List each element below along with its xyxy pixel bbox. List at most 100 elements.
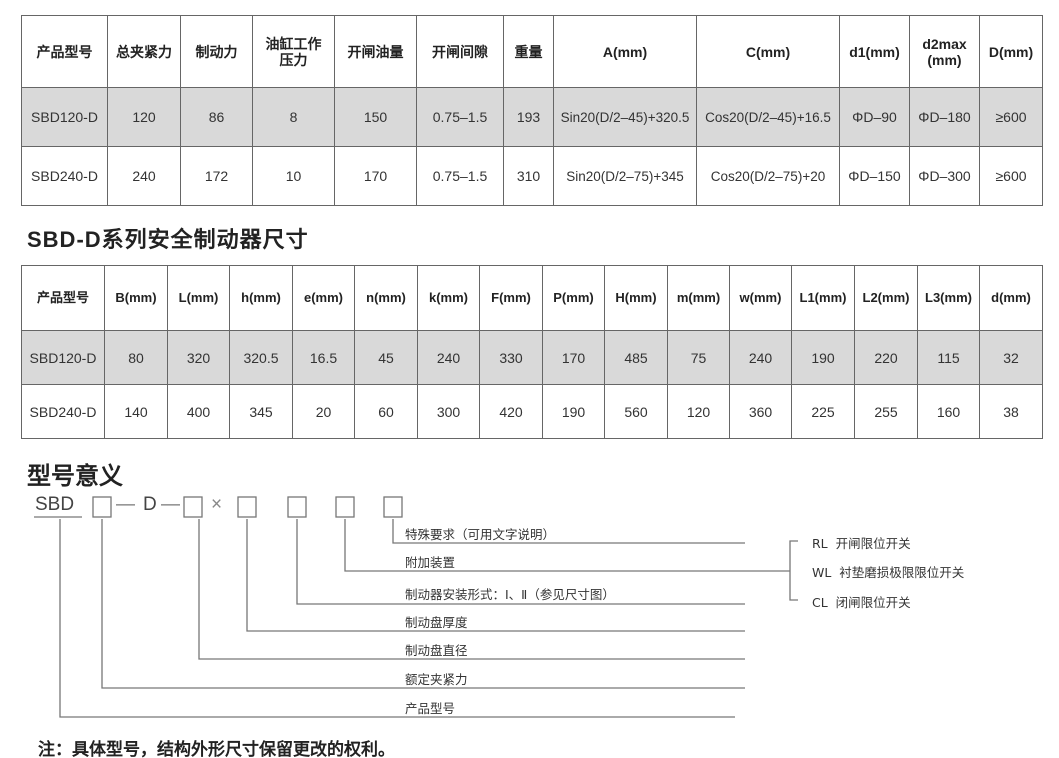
label-special: 特殊要求（可用文字说明） — [405, 527, 556, 542]
column-header: 油缸工作 压力 — [252, 15, 335, 88]
table-cell: SBD240-D — [21, 384, 105, 439]
option-text: 衬垫磨损极限限位开关 — [839, 565, 965, 580]
option-code: RL — [812, 536, 828, 551]
column-header: d(mm) — [979, 265, 1043, 331]
brake-spec-table: 产品型号 总夹紧力 制动力 油缸工作 压力 开闸油量 开闸间隙 重量 A(mm) C(mm) d1… — [21, 15, 1043, 206]
leader-line — [392, 519, 745, 544]
option-text: 闭闸限位开关 — [835, 595, 911, 610]
table-cell: 32 — [979, 330, 1043, 385]
table-cell: ΦD–300 — [909, 146, 980, 206]
table-cell: 172 — [180, 146, 253, 206]
table-cell: 75 — [667, 330, 730, 385]
table-cell: ΦD–90 — [839, 87, 910, 147]
table-cell: 310 — [503, 146, 554, 206]
code-box — [237, 496, 257, 518]
table-cell: ΦD–150 — [839, 146, 910, 206]
table-cell: 240 — [729, 330, 792, 385]
table-cell: 140 — [104, 384, 168, 439]
column-header: h(mm) — [229, 265, 293, 331]
column-header: m(mm) — [667, 265, 730, 331]
table-cell: 330 — [479, 330, 543, 385]
column-header: 产品型号 — [21, 15, 108, 88]
column-header: e(mm) — [292, 265, 355, 331]
option-code: WL — [812, 565, 832, 580]
table-cell: 170 — [334, 146, 417, 206]
code-prefix: SBD — [35, 494, 75, 515]
code-box — [183, 496, 203, 518]
column-header: B(mm) — [104, 265, 168, 331]
column-header: w(mm) — [729, 265, 792, 331]
leader-line — [246, 519, 745, 632]
table-row: SBD120-D 80 320 320.5 16.5 45 240 330 170 485 75 24… — [21, 330, 1043, 385]
table-row: SBD120-D 120 86 8 150 0.75–1.5 193 Sin20(D/2–45… — [21, 87, 1043, 147]
table-cell: 345 — [229, 384, 293, 439]
table-cell: 240 — [417, 330, 480, 385]
table-cell: Cos20(D/2–45)+16.5 — [696, 87, 840, 147]
leader-line — [101, 519, 745, 689]
label-disc-diameter: 制动盘直径 — [405, 643, 468, 658]
table-cell: 170 — [542, 330, 605, 385]
table-cell: 16.5 — [292, 330, 355, 385]
table-cell: 360 — [729, 384, 792, 439]
column-header: d2max (mm) — [909, 15, 980, 88]
table-cell: Cos20(D/2–75)+20 — [696, 146, 840, 206]
section-title-dimensions: SBD-D系列安全制动器尺寸 — [27, 227, 309, 252]
table-header-row: 产品型号 总夹紧力 制动力 油缸工作 压力 开闸油量 开闸间隙 重量 A(mm) C(mm) d1… — [21, 15, 1043, 88]
table-cell: 485 — [604, 330, 668, 385]
table-cell: 0.75–1.5 — [416, 87, 504, 147]
option-cl: CL 闭闸限位开关 — [812, 592, 911, 611]
label-install-type: 制动器安装形式：Ⅰ、Ⅱ（参见尺寸图） — [405, 587, 615, 602]
table-cell: 190 — [791, 330, 855, 385]
table-cell: ≥600 — [979, 146, 1043, 206]
table-cell: SBD240-D — [21, 146, 108, 206]
table-cell: 300 — [417, 384, 480, 439]
table-row: SBD240-D 140 400 345 20 60 300 420 190 560 120 360 2… — [21, 384, 1043, 439]
code-box — [92, 496, 112, 518]
column-header: L1(mm) — [791, 265, 855, 331]
option-code: CL — [812, 595, 828, 610]
table-cell: SBD120-D — [21, 330, 105, 385]
table-cell: 225 — [791, 384, 855, 439]
option-rl: RL 开闸限位开关 — [812, 533, 911, 552]
table-cell: 400 — [167, 384, 230, 439]
table-cell: ≥600 — [979, 87, 1043, 147]
code-dash: — — [161, 494, 180, 515]
code-box — [383, 496, 403, 518]
column-header: A(mm) — [553, 15, 697, 88]
column-header: 产品型号 — [21, 265, 105, 331]
table-cell: 160 — [917, 384, 980, 439]
options-bracket — [789, 540, 798, 601]
label-product-model: 产品型号 — [405, 701, 456, 716]
leader-line — [344, 519, 790, 572]
column-header: k(mm) — [417, 265, 480, 331]
table-cell: 320 — [167, 330, 230, 385]
table-header-row: 产品型号 B(mm) L(mm) h(mm) e(mm) n(mm) k(mm) F(mm) P… — [21, 265, 1043, 331]
footnote: 注：具体型号，结构外形尺寸保留更改的权利。 — [38, 740, 395, 758]
leader-line — [198, 519, 745, 660]
column-header: 总夹紧力 — [107, 15, 181, 88]
column-header: P(mm) — [542, 265, 605, 331]
option-wl: WL 衬垫磨损极限限位开关 — [812, 562, 964, 581]
dimension-table: 产品型号 B(mm) L(mm) h(mm) e(mm) n(mm) k(mm) F(mm) P… — [21, 265, 1043, 439]
code-dash: — — [116, 494, 135, 515]
table-cell: 10 — [252, 146, 335, 206]
table-cell: 190 — [542, 384, 605, 439]
code-box — [335, 496, 355, 518]
table-cell: 20 — [292, 384, 355, 439]
column-header: 开闸间隙 — [416, 15, 504, 88]
column-header: L3(mm) — [917, 265, 980, 331]
table-cell: 45 — [354, 330, 418, 385]
table-row: SBD240-D 240 172 10 170 0.75–1.5 310 Sin20(D/2–… — [21, 146, 1043, 206]
option-text: 开闸限位开关 — [835, 536, 911, 551]
column-header: d1(mm) — [839, 15, 910, 88]
label-accessory: 附加装置 — [405, 555, 456, 570]
code-d: D — [143, 494, 157, 515]
table-cell: 240 — [107, 146, 181, 206]
table-cell: 0.75–1.5 — [416, 146, 504, 206]
leader-line — [59, 519, 735, 718]
table-cell: 38 — [979, 384, 1043, 439]
code-box — [287, 496, 307, 518]
table-cell: 150 — [334, 87, 417, 147]
